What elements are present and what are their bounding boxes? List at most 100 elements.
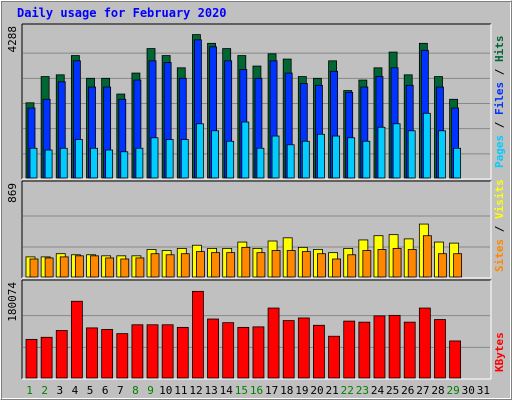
pages-bar	[301, 140, 310, 179]
day-label: 16	[250, 384, 263, 397]
sites-bar	[438, 253, 447, 278]
sites-bar	[165, 254, 175, 278]
kbytes-bar	[146, 324, 159, 379]
kbytes-bar	[403, 321, 416, 379]
sites-bar	[211, 252, 220, 278]
pages-bar	[211, 130, 219, 179]
kbytes-bar	[358, 321, 371, 379]
pages-bar	[150, 137, 159, 179]
sites-bar	[377, 249, 387, 278]
panel-kbytes: 180074	[6, 279, 492, 380]
legend-label: KBytes	[493, 332, 506, 372]
pages-bar	[271, 135, 280, 179]
kbytes-bar	[252, 326, 265, 379]
y-max-label: 869	[6, 183, 19, 203]
legend-label: Pages / Files / Hits	[493, 36, 506, 169]
day-label: 17	[265, 384, 278, 397]
sites-bar	[241, 246, 251, 278]
legend-item: Sites	[493, 239, 506, 272]
sites-bar	[407, 249, 417, 278]
pages-bar	[105, 149, 114, 179]
sites-bar	[150, 253, 160, 278]
sites-bar	[29, 258, 39, 278]
day-label: 21	[326, 384, 339, 397]
day-label: 22	[341, 384, 354, 397]
kbytes-bar	[313, 324, 325, 379]
y-max-label: 4288	[6, 26, 19, 53]
day-label: 7	[117, 384, 124, 397]
panel-sites-visits: 869	[6, 180, 492, 279]
day-label: 2	[41, 384, 48, 397]
sites-bar	[74, 255, 84, 278]
sites-bar	[332, 258, 341, 278]
pages-bar	[317, 133, 325, 179]
pages-bar	[59, 147, 68, 179]
sites-bar	[180, 253, 190, 278]
legend-item: KBytes	[493, 332, 506, 372]
day-label: 3	[57, 384, 64, 397]
day-label: 20	[310, 384, 323, 397]
day-label: 24	[371, 384, 385, 397]
y-max-label: 180074	[6, 282, 19, 322]
day-label: 19	[295, 384, 308, 397]
sites-bar	[347, 254, 357, 278]
day-label: 18	[280, 384, 293, 397]
legends: Pages / Files / Hits Sites / Visits KBytes	[493, 36, 506, 373]
legend-item: Files	[493, 82, 506, 115]
chart-title: Daily usage for February 2020	[17, 6, 227, 20]
sites-bar	[135, 257, 145, 278]
kbytes-bar	[297, 317, 310, 379]
day-label: 15	[235, 384, 248, 397]
pages-bar	[422, 112, 431, 179]
day-label: 23	[356, 384, 369, 397]
day-label: 29	[447, 384, 460, 397]
pages-bar	[347, 137, 356, 179]
pages-bar	[74, 139, 83, 179]
kbytes-bar	[328, 335, 340, 379]
kbytes-bar	[222, 322, 235, 379]
sites-bar	[453, 253, 463, 278]
legend-item: Hits	[493, 36, 506, 63]
sites-bar	[286, 250, 296, 278]
day-label: 8	[132, 384, 139, 397]
panel-pages-files-hits: 4288	[6, 23, 492, 180]
legend-item: Visits	[493, 179, 506, 219]
pages-bar	[241, 121, 250, 179]
kbytes-bar	[101, 329, 114, 379]
sites-bar	[256, 252, 266, 278]
kbytes-bar	[207, 318, 219, 379]
sites-bar	[90, 255, 99, 278]
day-label: 4	[72, 384, 79, 397]
pages-bar	[362, 140, 371, 179]
day-label: 28	[431, 384, 444, 397]
kbytes-bar	[388, 314, 401, 379]
legend-item: Pages	[493, 135, 506, 168]
kbytes-bar	[131, 324, 144, 379]
pages-bar	[165, 139, 174, 179]
kbytes-bar	[25, 338, 38, 379]
kbytes-bar	[449, 340, 462, 379]
kbytes-bar	[434, 319, 446, 379]
kbytes-bar	[267, 307, 280, 379]
sites-bar	[301, 251, 311, 278]
day-label: 10	[159, 384, 172, 397]
pages-bar	[120, 151, 129, 179]
kbytes-bar	[176, 326, 189, 379]
sites-bar	[226, 252, 236, 278]
kbytes-bar	[116, 333, 129, 379]
day-label: 30	[462, 384, 475, 397]
kbytes-bar	[192, 290, 204, 379]
sites-bar	[422, 235, 432, 278]
sites-bar	[392, 248, 402, 278]
kbytes-bar	[418, 307, 431, 379]
sites-bar	[59, 256, 69, 278]
kbytes-bar	[86, 327, 98, 379]
day-label: 27	[416, 384, 429, 397]
sites-bar	[44, 257, 54, 278]
day-label: 26	[401, 384, 414, 397]
pages-bar	[438, 130, 446, 179]
day-label: 25	[386, 384, 399, 397]
pages-bar	[196, 123, 204, 179]
